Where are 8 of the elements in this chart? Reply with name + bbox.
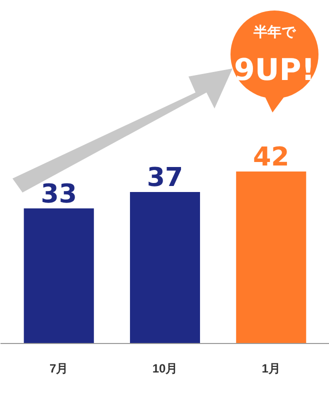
x-tick-label: 10月 — [152, 362, 178, 376]
x-tick-label: 7月 — [50, 362, 68, 376]
text: 半年で — [252, 24, 296, 40]
x-tick-label: 1月 — [262, 362, 280, 376]
data-label: 33 — [40, 179, 77, 210]
data-label: 37 — [146, 162, 184, 193]
data-label: 42 — [253, 142, 290, 172]
text: 9UP! — [234, 53, 315, 88]
